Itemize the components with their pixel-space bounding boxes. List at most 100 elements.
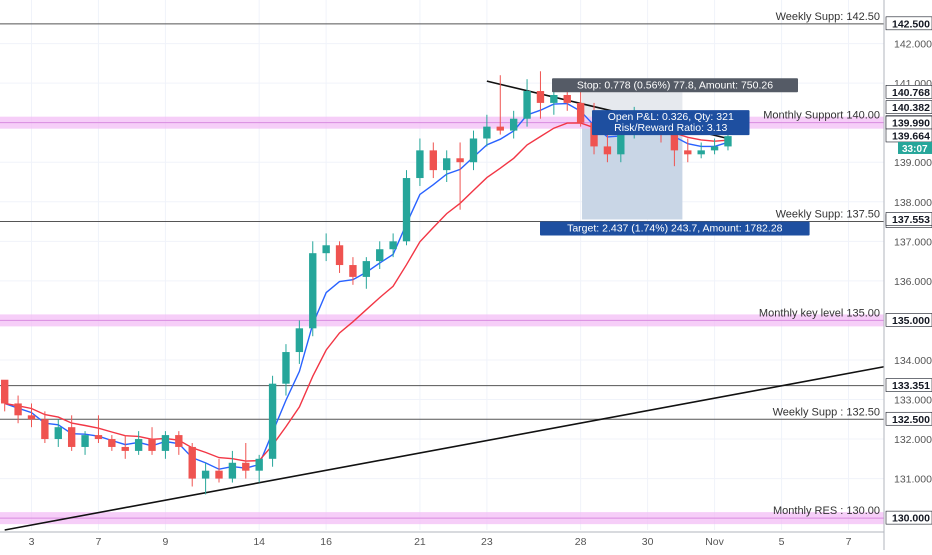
candle-body [322, 245, 330, 254]
countdown-text: 33:07 [902, 144, 928, 155]
target-zone[interactable] [582, 123, 683, 220]
price-tick-label: 131.000 [894, 474, 932, 486]
level-label: Monthly RES : 130.00 [773, 505, 880, 517]
grid [0, 0, 884, 530]
level-badge: 142.500 [885, 16, 932, 30]
time-axis[interactable]: 3 7 9 14 16 21 23 28 30 Nov 5 7 [0, 531, 884, 548]
candle-body [94, 435, 103, 440]
price-tick-label: 138.000 [894, 197, 932, 209]
level-badge: 133.351 [885, 378, 932, 392]
time-tick-label: 7 [96, 536, 102, 548]
candle-body [268, 383, 277, 459]
candle-body [134, 439, 143, 451]
time-tick-label: 28 [575, 536, 587, 548]
countdown-badge [898, 141, 932, 154]
time-tick-label: 16 [320, 536, 332, 548]
candle-body [469, 138, 478, 163]
level-badge: 135.000 [885, 313, 932, 327]
level-label: Monthly Support 140.00 [763, 110, 880, 122]
candle-body [536, 91, 545, 103]
price-badge: 139.664 [885, 128, 932, 142]
time-tick-label: Nov [705, 536, 724, 548]
time-tick-label: 14 [253, 536, 265, 548]
price-badge: 137.553 [885, 212, 932, 226]
stop-label-text: Stop: 0.778 (0.56%) 77.8, Amount: 750.26 [577, 79, 773, 91]
candle-body [309, 253, 317, 329]
candle-body [228, 462, 237, 479]
stop-label: Stop: 0.778 (0.56%) 77.8, Amount: 750.26 [552, 78, 798, 93]
candle-body [175, 435, 183, 447]
trendline[interactable] [4, 365, 889, 531]
candle-body [108, 439, 116, 447]
candle-body [1, 379, 9, 404]
level-badge: 130.000 [885, 510, 932, 525]
time-tick-label: 30 [642, 536, 654, 548]
candle-body [148, 439, 156, 451]
level-label: Weekly Supp : 132.50 [773, 406, 880, 418]
candle-body [201, 470, 210, 479]
candle-body [215, 470, 223, 479]
candle-body [603, 146, 612, 155]
level-badge-text: 132.500 [892, 414, 930, 426]
level-badge-text: 130.000 [892, 513, 930, 525]
candle-body [670, 130, 679, 151]
candle-body [483, 126, 491, 139]
time-tick-label: 21 [414, 536, 426, 548]
candle-body [684, 150, 692, 155]
price-tick-label: 136.000 [894, 276, 932, 288]
time-tick-label: 23 [481, 536, 493, 548]
pnl-label-text: Open P&L: 0.326, Qty: 321 [608, 111, 734, 123]
candle-body [402, 178, 411, 242]
price-tick-label: 133.000 [894, 395, 932, 407]
price-tick-label: 132.000 [894, 434, 932, 446]
level-label: Weekly Supp: 142.50 [776, 11, 880, 23]
candle-body [362, 261, 371, 277]
candle-body [255, 458, 263, 471]
candle-body [563, 95, 571, 103]
candle-body [617, 134, 625, 155]
candle-body [389, 241, 397, 250]
candle-body [697, 150, 705, 155]
candle-body [161, 435, 170, 451]
level-badge-text: 135.000 [892, 315, 930, 327]
price-badge: 139.990 [885, 115, 932, 130]
candle-body [496, 126, 504, 131]
price-badge-text: 137.553 [892, 214, 930, 226]
price-badge: 140.382 [885, 100, 932, 114]
price-badge-text: 140.768 [892, 87, 930, 99]
trendlines[interactable] [4, 80, 889, 531]
price-axis[interactable]: 131.000 132.000 133.000 134.000 136.000 137.0… [883, 0, 932, 550]
candle-body [188, 446, 196, 479]
candle-body [443, 158, 451, 171]
candle-body [14, 403, 22, 416]
target-label-text: Target: 2.437 (1.74%) 243.7, Amount: 178… [567, 222, 783, 234]
price-tick-label: 142.000 [894, 39, 932, 51]
candle-body [456, 158, 464, 163]
position-labels: Stop: 0.778 (0.56%) 77.8, Amount: 750.26… [540, 78, 810, 236]
price-tick-label: 139.000 [894, 157, 932, 169]
level-label: Monthly key level 135.00 [759, 307, 880, 319]
candle-body [724, 136, 732, 147]
candle-body [376, 249, 384, 262]
candle-body [67, 427, 76, 447]
candle-body [27, 415, 36, 420]
candle-body [576, 102, 585, 123]
level-badge-text: 142.500 [892, 18, 930, 30]
candle-body [416, 150, 424, 179]
time-tick-label: 9 [163, 536, 169, 548]
candle-body [335, 245, 344, 266]
time-tick-label: 5 [779, 536, 785, 548]
pnl-label-text: Risk/Reward Ratio: 3.13 [614, 122, 727, 134]
candle-body [349, 265, 357, 277]
candle-body [121, 446, 129, 451]
price-badge-text: 139.990 [892, 118, 930, 130]
price-badge-text: 139.664 [892, 130, 930, 142]
candle-body [523, 91, 531, 119]
candle-body [429, 150, 437, 171]
candle-body [242, 462, 250, 471]
price-badge: 140.768 [885, 85, 932, 99]
candle-body [509, 118, 518, 131]
